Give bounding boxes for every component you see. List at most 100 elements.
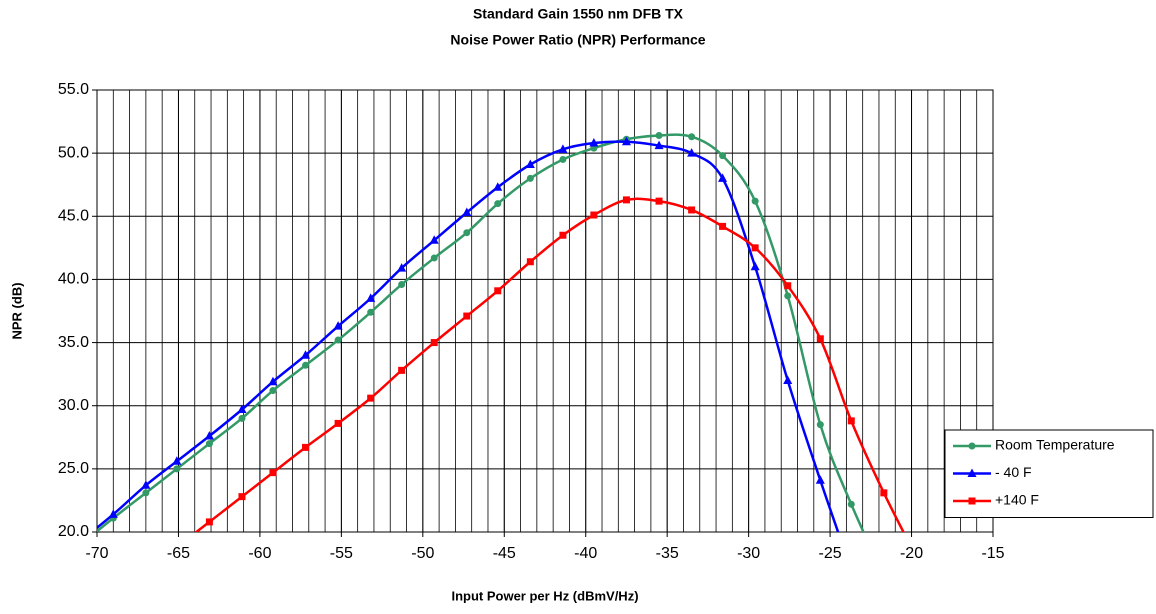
marker [237,404,247,414]
marker [589,138,599,147]
marker [141,480,151,489]
marker [526,258,534,266]
x-tick-label: -45 [493,545,516,562]
x-tick-label: -20 [900,545,923,562]
marker [334,336,342,344]
marker [367,308,375,316]
marker [398,366,406,374]
x-axis-title: Input Power per Hz (dBmV/Hz) [451,588,638,603]
legend-marker [967,468,977,477]
marker [784,282,792,290]
marker [367,394,375,402]
marker [462,207,472,216]
marker [525,159,535,169]
marker [366,293,376,302]
x-tick-label: -50 [411,545,434,562]
y-axis-title: NPR (dB) [9,282,24,339]
marker [269,469,277,477]
marker [880,573,887,580]
marker [302,443,310,451]
marker [816,335,824,343]
y-tick-label: 30.0 [58,397,89,414]
marker [429,235,439,244]
marker [302,361,310,369]
marker [719,222,727,230]
marker [816,421,824,429]
marker [463,312,471,320]
marker [622,196,630,204]
marker [880,489,888,497]
marker [718,173,728,182]
marker [784,292,792,300]
marker [334,419,342,427]
marker [430,254,438,262]
marker [494,287,502,295]
marker [750,261,760,271]
y-tick-label: 40.0 [58,271,89,288]
marker [397,263,407,272]
marker [815,475,825,484]
marker [847,417,855,425]
x-tick-label: -35 [656,545,679,562]
x-tick-label: -65 [167,545,190,562]
marker [558,144,568,153]
marker [655,131,663,139]
legend-marker [968,497,976,505]
y-tick-label: 35.0 [58,334,89,351]
legend-marker [968,442,976,450]
marker [494,200,502,208]
y-tick-label: 25.0 [58,460,89,477]
marker [719,152,727,160]
y-tick-label: 45.0 [58,208,89,225]
marker [526,174,534,182]
x-tick-label: -30 [737,545,760,562]
x-tick-label: -25 [819,545,842,562]
marker [238,493,246,501]
marker [783,375,793,384]
marker [333,321,343,330]
x-tick-label: -40 [574,545,597,562]
marker [268,376,278,386]
y-tick-label: 55.0 [58,81,89,98]
marker [142,489,150,497]
marker [108,509,118,518]
marker [751,197,759,205]
marker [847,500,855,508]
marker [559,155,567,163]
plot-border [96,89,994,533]
marker [430,339,438,347]
marker [205,518,213,526]
x-tick-label: -55 [330,545,353,562]
legend-label: +140 F [995,492,1039,508]
marker [493,182,503,191]
marker [172,456,182,465]
chart-subtitle: Noise Power Ratio (NPR) Performance [450,32,705,48]
legend-label: - 40 F [995,464,1032,480]
chart-title: Standard Gain 1550 nm DFB TX [473,6,684,22]
legend-label: Room Temperature [995,437,1115,453]
marker [269,387,277,395]
y-tick-label: 20.0 [58,523,89,540]
x-tick-label: -70 [85,545,108,562]
marker [301,350,311,359]
marker [687,148,697,157]
marker [463,229,471,237]
plot-area [77,131,905,580]
marker [559,231,567,239]
marker [688,133,696,141]
marker [238,414,246,422]
marker [688,206,696,214]
marker [621,136,631,146]
marker [398,280,406,288]
marker [654,140,664,150]
marker [173,465,181,473]
marker [847,565,856,574]
marker [77,541,84,548]
x-tick-label: -15 [981,545,1004,562]
x-tick-label: -60 [248,545,271,562]
series-line [97,140,840,532]
marker [590,211,598,219]
marker [205,440,213,448]
marker [655,197,663,205]
